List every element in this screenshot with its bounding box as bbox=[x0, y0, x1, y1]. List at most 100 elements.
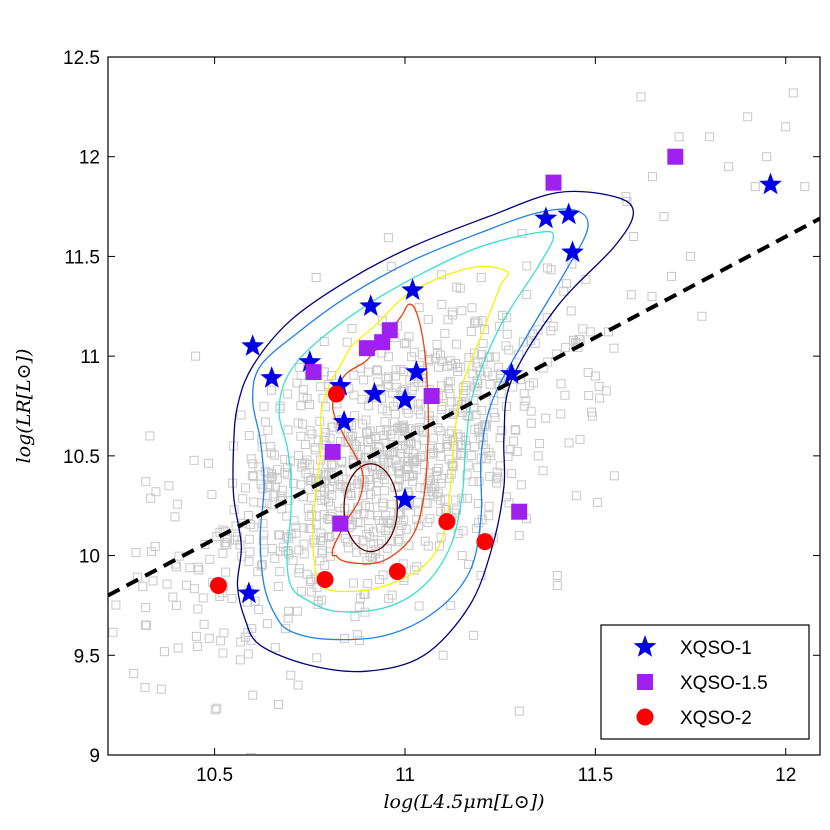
background-point bbox=[533, 451, 543, 461]
background-point bbox=[541, 413, 551, 423]
background-point bbox=[162, 579, 172, 589]
background-point bbox=[494, 362, 504, 372]
background-point bbox=[310, 445, 320, 455]
background-point bbox=[315, 556, 325, 566]
background-point bbox=[374, 516, 384, 526]
background-point bbox=[259, 401, 269, 411]
point-xqso-2 bbox=[209, 576, 227, 594]
background-point bbox=[379, 455, 389, 465]
background-point bbox=[705, 132, 715, 142]
background-point bbox=[205, 554, 215, 564]
background-point bbox=[436, 506, 446, 516]
background-point bbox=[353, 517, 363, 527]
background-point bbox=[393, 515, 403, 525]
background-point bbox=[313, 435, 323, 445]
background-point bbox=[436, 451, 446, 461]
background-point bbox=[325, 433, 335, 443]
background-point bbox=[512, 446, 522, 456]
background-point bbox=[400, 440, 410, 450]
background-point bbox=[470, 382, 480, 392]
x-tick-label: 11 bbox=[395, 765, 415, 786]
background-point bbox=[312, 653, 322, 663]
x-tick-label: 12 bbox=[775, 765, 796, 786]
background-point bbox=[392, 382, 402, 392]
background-point bbox=[383, 517, 393, 527]
background-point bbox=[305, 426, 315, 436]
background-point bbox=[434, 362, 444, 372]
legend-xqso-1-marker bbox=[633, 635, 657, 657]
background-point bbox=[358, 491, 368, 501]
background-point bbox=[315, 416, 325, 426]
background-point bbox=[489, 408, 499, 418]
background-point bbox=[468, 476, 478, 486]
background-point bbox=[475, 434, 485, 444]
background-point bbox=[526, 418, 536, 428]
background-point bbox=[362, 556, 372, 566]
y-tick-label: 9 bbox=[89, 746, 100, 767]
background-point bbox=[311, 520, 321, 530]
background-point bbox=[390, 455, 400, 465]
point-xqso-1 bbox=[328, 374, 352, 396]
background-point bbox=[467, 303, 477, 313]
background-point bbox=[50, 548, 58, 556]
background-point bbox=[39, 652, 47, 660]
background-point bbox=[283, 613, 293, 623]
background-point bbox=[401, 338, 411, 348]
background-point bbox=[592, 497, 602, 507]
background-point bbox=[204, 633, 214, 643]
background-point bbox=[227, 594, 237, 604]
background-point bbox=[363, 579, 373, 589]
background-point bbox=[240, 632, 250, 642]
background-point bbox=[170, 512, 180, 522]
background-point bbox=[222, 534, 232, 544]
background-point bbox=[148, 576, 158, 586]
background-point bbox=[248, 690, 258, 700]
point-xqso-1 bbox=[561, 240, 584, 263]
background-point bbox=[409, 458, 419, 468]
background-point bbox=[249, 522, 259, 532]
point-xqso-1 bbox=[241, 334, 265, 356]
background-point bbox=[346, 474, 356, 484]
background-point bbox=[800, 182, 810, 192]
y-tick-label: 12.5 bbox=[63, 48, 100, 69]
background-point bbox=[241, 483, 251, 493]
contour-line bbox=[232, 190, 635, 673]
background-point bbox=[377, 404, 387, 414]
background-point bbox=[277, 485, 287, 495]
background-point bbox=[194, 565, 204, 575]
background-point bbox=[395, 475, 405, 485]
point-xqso-1 bbox=[401, 278, 424, 300]
background-point bbox=[296, 480, 306, 490]
point-xqso-1 bbox=[405, 360, 428, 382]
background-point bbox=[628, 231, 638, 241]
background-point bbox=[446, 356, 456, 366]
background-point bbox=[423, 541, 433, 551]
point-xqso-1 bbox=[363, 382, 386, 404]
background-point bbox=[414, 601, 424, 611]
background-point bbox=[414, 303, 424, 313]
background-point bbox=[393, 537, 403, 547]
background-point bbox=[262, 619, 272, 629]
background-point bbox=[542, 313, 552, 323]
background-point bbox=[281, 547, 291, 557]
background-point bbox=[412, 514, 422, 524]
background-point bbox=[273, 581, 283, 591]
background-point bbox=[476, 273, 486, 283]
legend-xqso-2-label: XQSO-2 bbox=[680, 708, 752, 729]
point-xqso-1-5 bbox=[511, 503, 528, 520]
background-point bbox=[140, 683, 150, 693]
background-point bbox=[151, 487, 161, 497]
background-point bbox=[484, 447, 494, 457]
background-point bbox=[647, 172, 657, 182]
background-point bbox=[571, 491, 581, 501]
background-point bbox=[432, 339, 442, 349]
background-point bbox=[452, 505, 462, 515]
background-point bbox=[436, 381, 446, 391]
background-point bbox=[324, 484, 334, 494]
point-xqso-1-5 bbox=[305, 364, 322, 381]
background-point bbox=[145, 431, 155, 441]
background-point bbox=[266, 442, 276, 452]
background-point bbox=[474, 518, 484, 528]
background-point bbox=[395, 466, 405, 476]
background-point bbox=[387, 499, 397, 509]
